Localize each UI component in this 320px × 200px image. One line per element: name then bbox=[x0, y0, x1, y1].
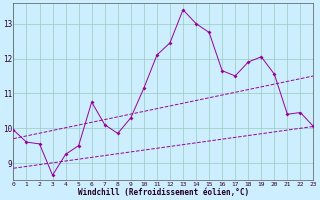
X-axis label: Windchill (Refroidissement éolien,°C): Windchill (Refroidissement éolien,°C) bbox=[78, 188, 249, 197]
